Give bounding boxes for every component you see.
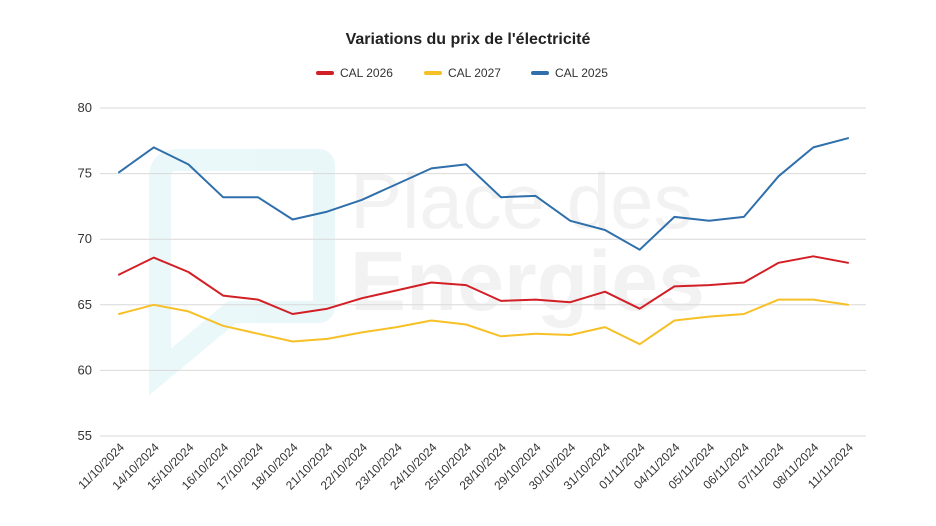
- series-line-cal-2026: [118, 255, 849, 315]
- y-tick-label: 65: [78, 297, 92, 312]
- chart-title: Variations du prix de l'électricité: [346, 31, 591, 48]
- y-tick-label: 55: [78, 428, 92, 443]
- gridlines: [100, 107, 866, 437]
- y-tick-label: 75: [78, 166, 92, 181]
- series-line-cal-2025: [118, 137, 849, 251]
- series-lines: [118, 137, 849, 346]
- watermark-logo: Place des Energies: [149, 149, 705, 396]
- series-line-cal-2027: [118, 298, 849, 346]
- legend-label: CAL 2027: [448, 66, 501, 80]
- y-axis-ticks: 55 60 65 70 75 80: [78, 100, 92, 443]
- watermark-logo-shape: [149, 149, 335, 396]
- legend: CAL 2026 CAL 2027 CAL 2025: [316, 66, 608, 80]
- legend-label: CAL 2025: [555, 66, 608, 80]
- y-tick-label: 70: [78, 231, 92, 246]
- y-tick-label: 80: [78, 100, 92, 115]
- y-tick-label: 60: [78, 362, 92, 377]
- watermark-line1: Place des: [350, 157, 693, 245]
- x-axis-ticks: 11/10/202414/10/202415/10/202416/10/2024…: [75, 440, 856, 493]
- watermark-line2: Energies: [350, 234, 705, 328]
- legend-label: CAL 2026: [340, 66, 393, 80]
